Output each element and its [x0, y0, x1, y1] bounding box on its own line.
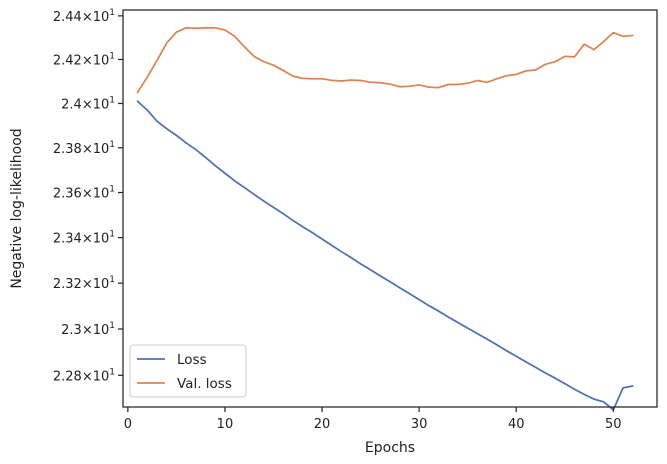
y-tick-label: 2.36×101: [53, 185, 115, 202]
series-line-val-loss: [136, 26, 634, 94]
y-tick-label: 2.44×101: [53, 8, 115, 25]
legend: Loss Val. loss: [129, 344, 247, 398]
y-tick-label: 2.34×101: [53, 230, 115, 247]
y-tick-label: 2.3×101: [61, 321, 115, 338]
y-tick-label: 2.42×101: [53, 51, 115, 68]
x-tick-label: 0: [124, 417, 132, 432]
x-tick-label: 30: [411, 417, 428, 432]
x-tick-label: 20: [314, 417, 331, 432]
x-tick-label: 10: [217, 417, 234, 432]
legend-label-val-loss: Val. loss: [177, 376, 232, 392]
x-tick-label: 40: [508, 417, 525, 432]
x-axis-label: Epochs: [365, 440, 415, 456]
y-tick-label: 2.38×101: [53, 140, 115, 157]
plot-frame: [122, 9, 658, 408]
series-line-loss: [136, 100, 634, 411]
y-axis-ticks: 2.28×101 2.3×101 2.32×101 2.34×101 2.36×101 2…: [53, 8, 123, 384]
y-axis-label: Negative log-likelihood: [9, 128, 25, 288]
legend-box: [129, 344, 247, 398]
series-layer: [136, 26, 634, 411]
legend-label-loss: Loss: [177, 352, 207, 368]
plot-area: [123, 10, 657, 407]
x-axis-ticks: 0 10 20 30 40 50: [124, 407, 622, 432]
x-tick-label: 50: [605, 417, 622, 432]
y-tick-label: 2.32×101: [53, 275, 115, 292]
y-tick-label: 2.28×101: [53, 367, 115, 384]
y-tick-label: 2.4×101: [61, 95, 115, 112]
